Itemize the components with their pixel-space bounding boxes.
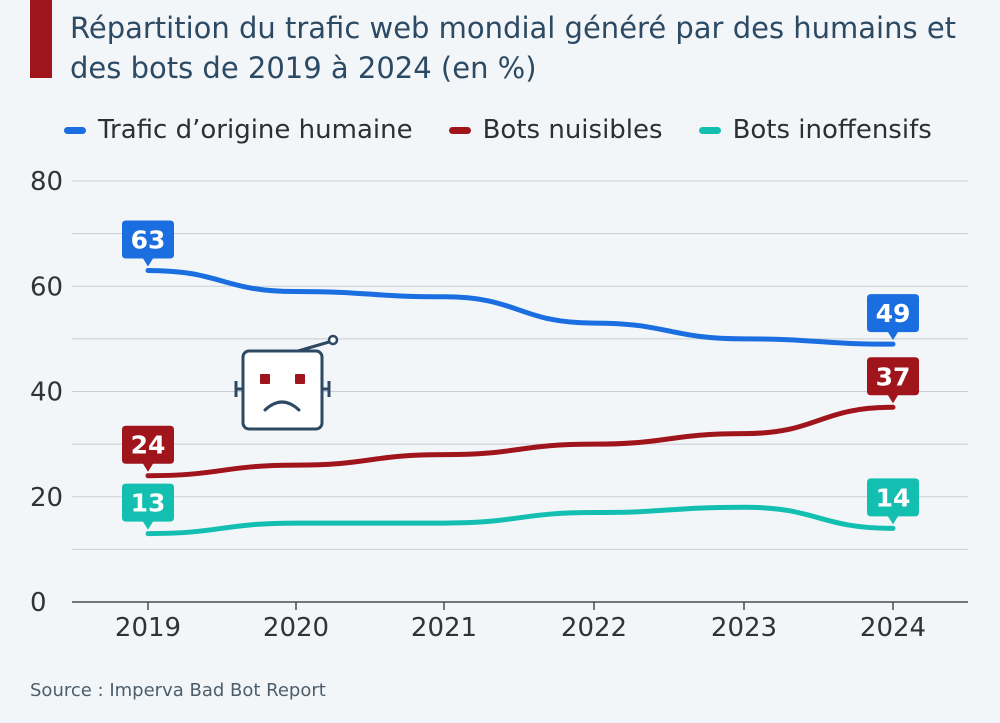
y-tick-label-40: 40 xyxy=(30,378,63,408)
title-accent-bar xyxy=(30,0,52,78)
legend-item-good-bots: Bots inoffensifs xyxy=(698,115,932,145)
chart-title: Répartition du trafic web mondial généré… xyxy=(70,11,957,85)
grid-layer xyxy=(72,180,968,550)
robot-illustration xyxy=(234,334,339,431)
legend-label-human: Trafic d’origine humaine xyxy=(98,115,413,145)
y-tick-label-80: 80 xyxy=(30,167,63,197)
axis-layer: 0 20 40 60 80 2019 2020 2021 2022 2023 2024 xyxy=(30,167,968,643)
x-tick-label-2024: 2024 xyxy=(860,613,926,643)
x-tick-label-2023: 2023 xyxy=(711,613,777,643)
legend-label-good-bots: Bots inoffensifs xyxy=(732,115,932,145)
series-line-human xyxy=(145,267,896,347)
data-label-layer: 63 49 24 37 13 14 xyxy=(122,220,919,530)
series-layer xyxy=(145,267,896,537)
data-label-bubble-bad-bots-2019 xyxy=(122,425,174,472)
data-label-bad-bots-2019: 24 xyxy=(131,431,166,460)
legend-swatch-human xyxy=(64,126,86,134)
data-label-bubble-good-bots-2024 xyxy=(867,478,919,525)
y-tick-label-0: 0 xyxy=(30,588,47,618)
legend-item-bad-bots: Bots nuisibles xyxy=(448,115,663,145)
x-tick-label-2020: 2020 xyxy=(263,613,329,643)
legend-label-bad-bots: Bots nuisibles xyxy=(482,115,663,145)
data-label-good-bots-2019: 13 xyxy=(131,489,166,518)
data-label-bubble-good-bots-2019 xyxy=(122,483,174,530)
y-tick-label-60: 60 xyxy=(30,272,63,302)
x-tick-label-2022: 2022 xyxy=(561,613,627,643)
series-line-bad-bots xyxy=(145,404,896,479)
sad-robot-icon xyxy=(234,334,339,431)
series-line-good-bots xyxy=(145,504,896,537)
data-label-human-2019: 63 xyxy=(131,225,166,254)
data-label-bubble-human-2019 xyxy=(122,220,174,267)
data-label-bad-bots-2024: 37 xyxy=(876,362,911,391)
source-note: Source : Imperva Bad Bot Report xyxy=(30,680,326,701)
chart-legend: Trafic d’origine humaine Bots nuisibles … xyxy=(64,110,932,150)
data-label-bubble-human-2024 xyxy=(867,294,919,341)
data-label-good-bots-2024: 14 xyxy=(876,483,911,512)
legend-swatch-good-bots xyxy=(698,126,721,134)
x-tick-label-2019: 2019 xyxy=(115,613,181,643)
data-label-bubble-bad-bots-2024 xyxy=(867,357,919,404)
legend-item-human: Trafic d’origine humaine xyxy=(64,115,413,145)
y-tick-label-20: 20 xyxy=(30,483,63,513)
data-label-human-2024: 49 xyxy=(876,299,911,328)
legend-swatch-bad-bots xyxy=(448,126,471,134)
x-tick-label-2021: 2021 xyxy=(411,613,477,643)
